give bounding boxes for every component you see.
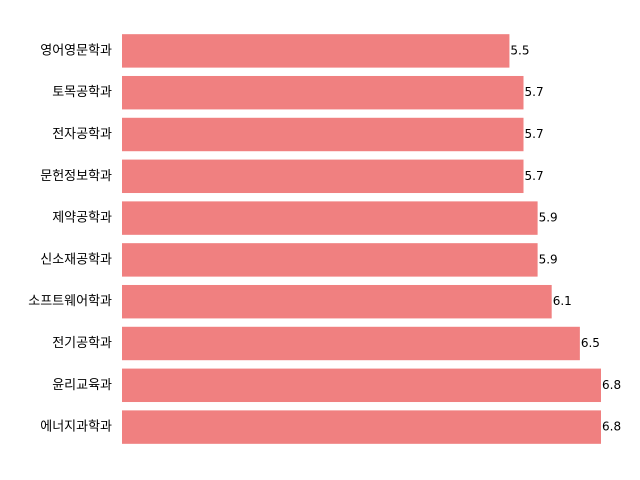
bar <box>122 201 538 235</box>
bar <box>122 243 538 277</box>
bar <box>122 75 524 110</box>
value-label: 6.8 <box>602 420 621 434</box>
y-tick-label: 문헌정보학과 <box>40 169 112 184</box>
value-label: 6.5 <box>581 336 600 350</box>
value-label: 5.7 <box>525 169 544 183</box>
value-label: 6.8 <box>602 378 621 392</box>
y-tick-label: 영어영문학과 <box>40 43 112 58</box>
bar <box>122 159 524 194</box>
y-tick-label: 토목공학과 <box>52 85 112 100</box>
y-tick-label: 제약공학과 <box>52 211 112 226</box>
bar <box>122 368 601 403</box>
y-tick-label: 신소재공학과 <box>40 252 112 267</box>
y-tick-label: 에너지과학과 <box>40 420 112 435</box>
value-label: 5.7 <box>525 127 544 141</box>
y-tick-label: 전기공학과 <box>52 336 112 351</box>
bar <box>122 410 601 444</box>
value-label: 5.9 <box>539 211 558 225</box>
y-tick-label: 소프트웨어학과 <box>28 294 112 309</box>
value-label: 5.7 <box>525 85 544 99</box>
y-tick-label: 윤리교육과 <box>52 378 112 393</box>
value-label: 6.1 <box>553 294 572 308</box>
y-tick-label: 전자공학과 <box>52 127 112 142</box>
value-label: 5.9 <box>539 252 558 266</box>
bar <box>122 326 580 361</box>
bar <box>122 117 524 152</box>
bar <box>122 34 510 68</box>
bar <box>122 284 552 319</box>
value-label: 5.5 <box>510 43 529 57</box>
